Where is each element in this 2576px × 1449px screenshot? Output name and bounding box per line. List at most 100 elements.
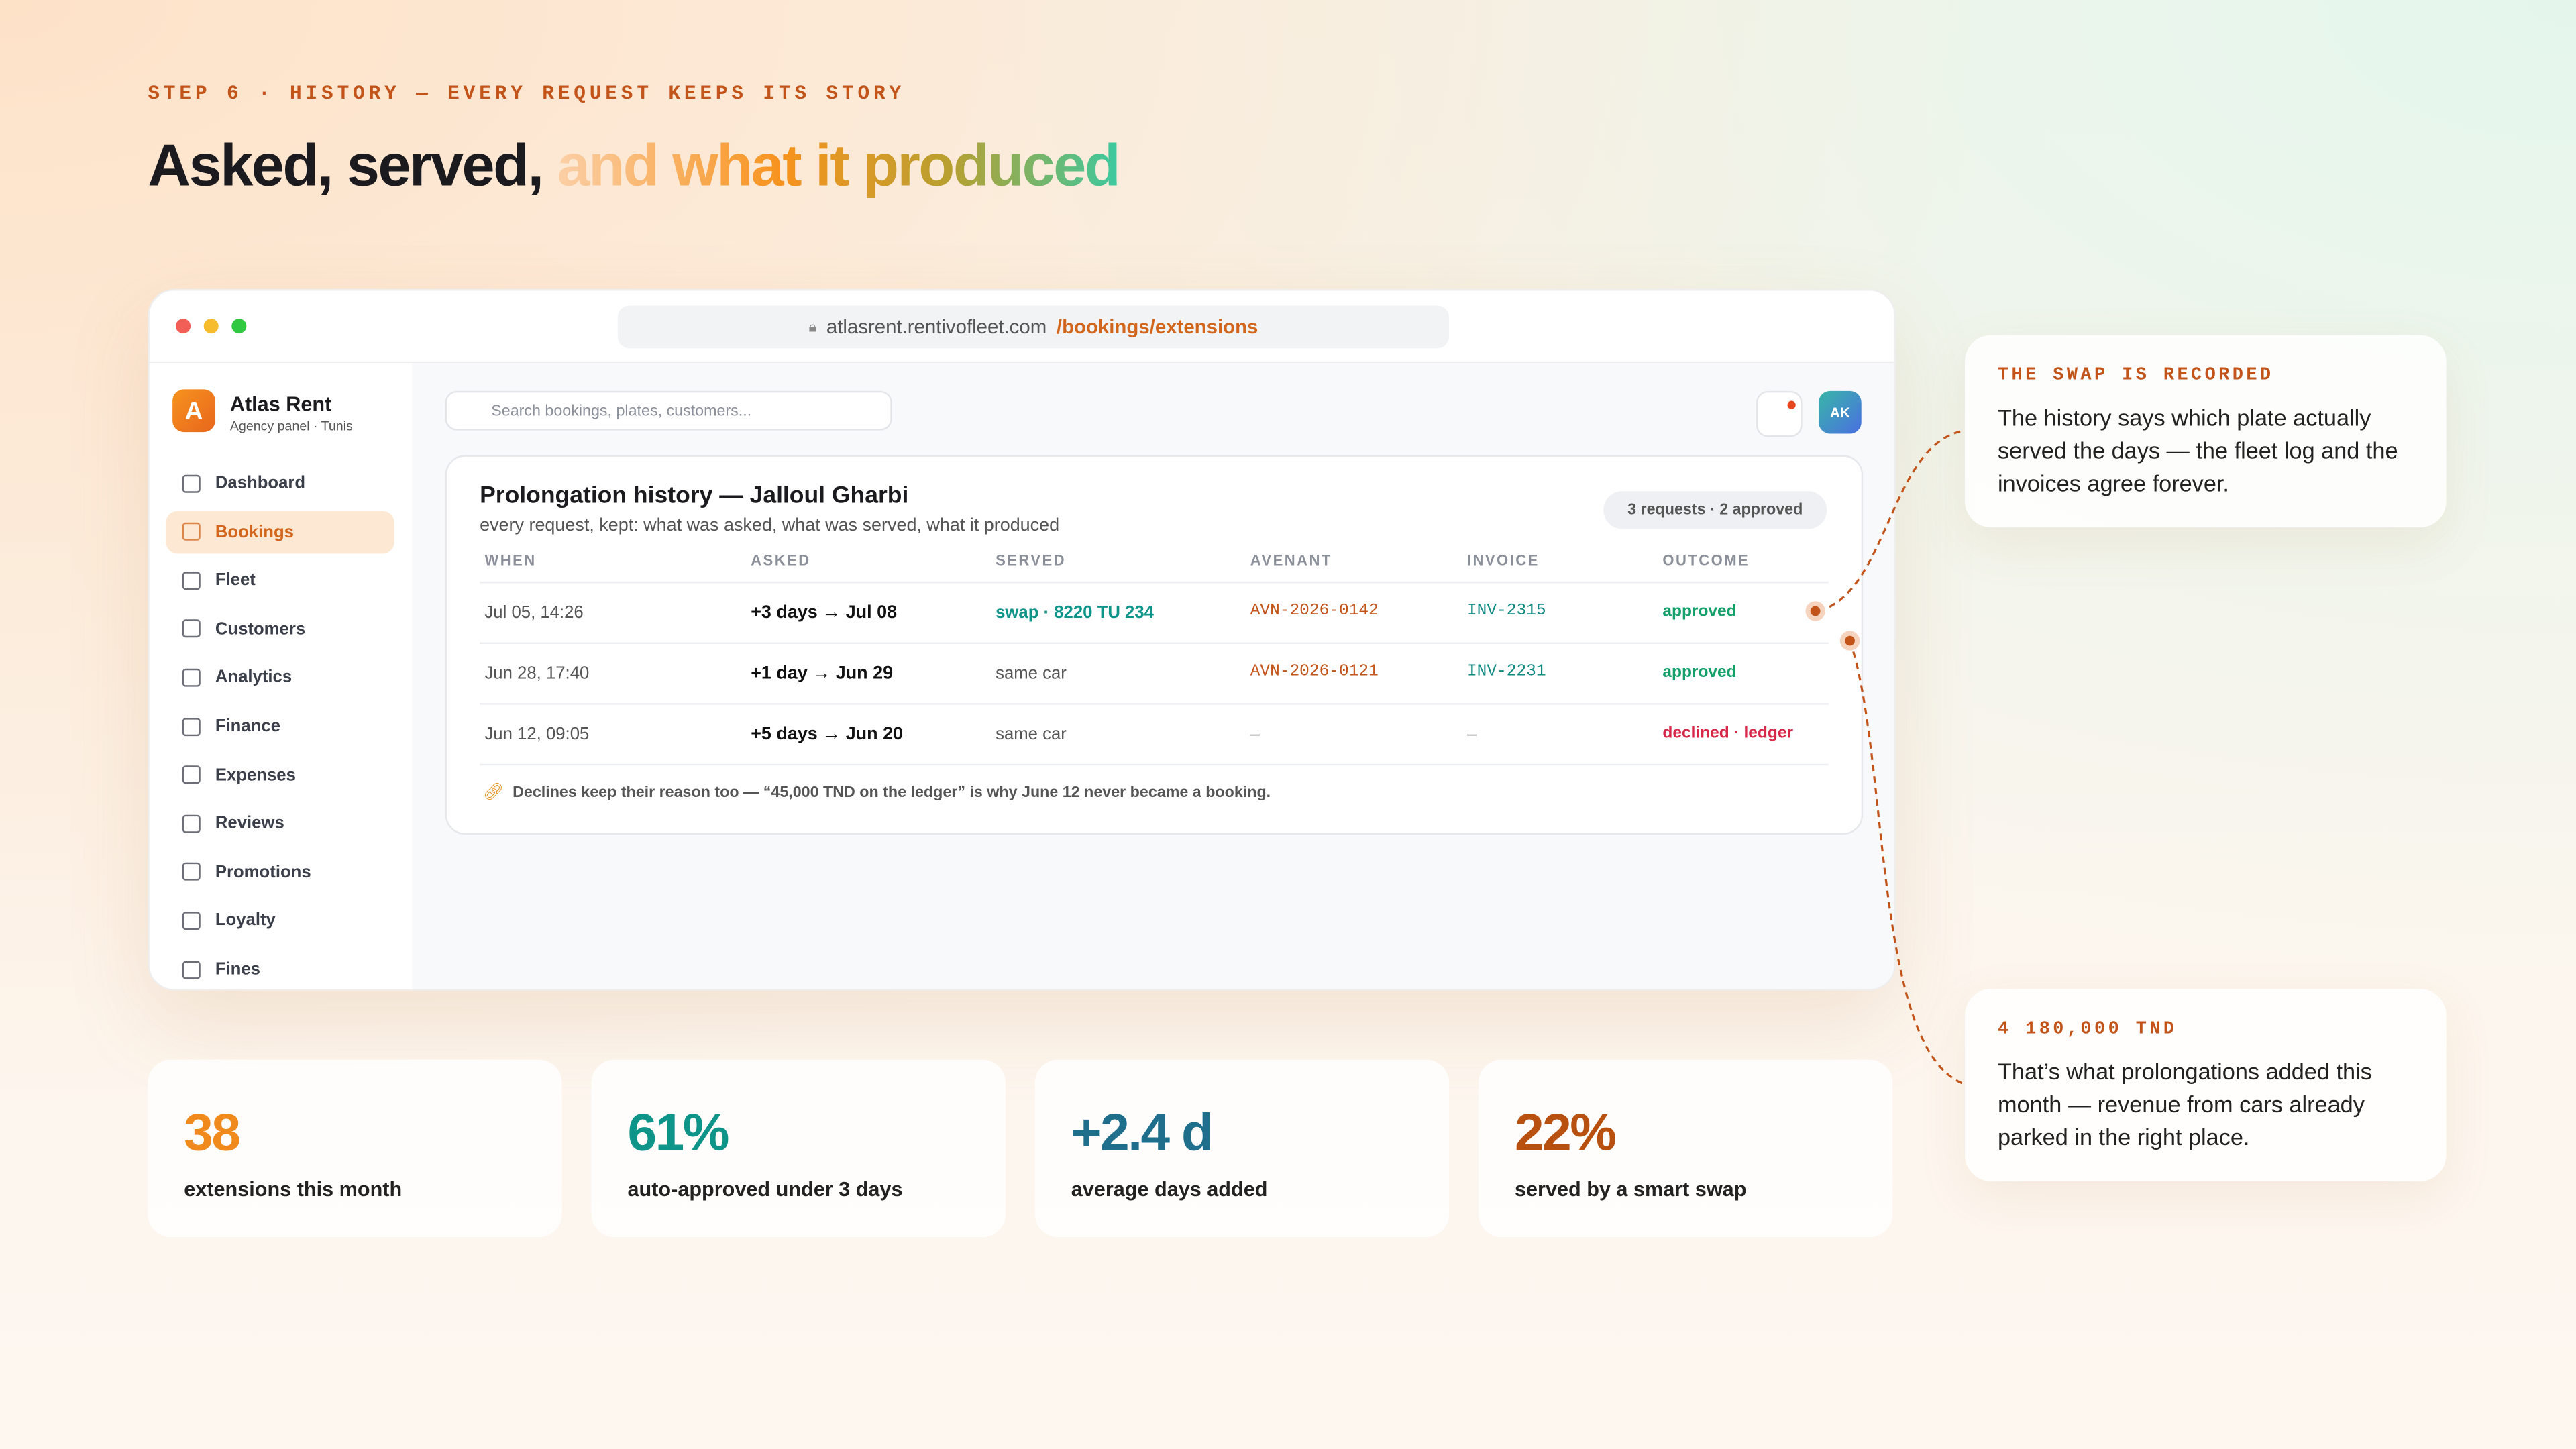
nav-item[interactable]: Expenses [166, 753, 394, 796]
nav-icon [182, 716, 201, 735]
column-header: INVOICE [1466, 551, 1540, 569]
bell-dot [1787, 400, 1796, 409]
headline: Asked, served, and what it produced [148, 131, 1121, 201]
stat-value: +2.4 d [1071, 1102, 1214, 1162]
callout: 4 180,000 TND That’s what prolongations a… [1965, 989, 2447, 1181]
panel-title: Prolongation history — Jalloul Gharbi [480, 483, 909, 510]
stat-value: 22% [1514, 1102, 1617, 1162]
row-divider [480, 703, 1829, 705]
stat-card: 61% auto-approved under 3 days [591, 1059, 1006, 1238]
stat-label: served by a smart swap [1514, 1177, 1747, 1201]
connector-2 [1849, 640, 1966, 1085]
nav-icon [182, 620, 201, 638]
url-host: atlasrent.rentivofleet.com [826, 315, 1047, 339]
stat-card: 38 extensions this month [148, 1059, 562, 1238]
table-cell: +1 day → Jun 29 [751, 663, 894, 684]
nav-label: Fleet [215, 570, 256, 590]
anchor-dot [1845, 635, 1855, 646]
minimize-dot[interactable] [203, 319, 219, 334]
close-dot[interactable] [176, 319, 191, 334]
nav-item[interactable]: Fines [166, 948, 394, 989]
table-cell: declined · ledger [1662, 724, 1794, 743]
nav-label: Finance [215, 716, 281, 737]
bell-button[interactable] [1756, 390, 1803, 437]
browser-window: 🔒︎ atlasrent.rentivofleet.com/bookings/ex… [148, 289, 1896, 991]
callout-tag: THE SWAP IS RECORDED [1997, 366, 2274, 386]
table-cell: approved [1662, 602, 1737, 621]
stat-label: extensions this month [184, 1177, 402, 1201]
main: Search bookings, plates, customers... AK… [412, 363, 1894, 989]
nav-icon [182, 765, 201, 784]
brand-sub: Agency panel · Tunis [229, 419, 353, 434]
row-divider [480, 642, 1829, 645]
callout: THE SWAP IS RECORDED The history says whi… [1965, 335, 2447, 528]
nav-label: Fines [215, 959, 261, 979]
table-cell: swap · 8220 TU 234 [996, 602, 1154, 623]
nav-item[interactable]: Bookings [166, 510, 394, 553]
nav-label: Reviews [215, 813, 284, 834]
table-cell: +3 days → Jul 08 [751, 602, 898, 623]
search-box[interactable]: Search bookings, plates, customers... [445, 390, 892, 431]
url-path: /bookings/extensions [1056, 315, 1258, 339]
table-cell: +5 days → Jun 20 [751, 724, 904, 745]
stat-label: auto-approved under 3 days [627, 1177, 903, 1201]
url-bar[interactable]: 🔒︎ atlasrent.rentivofleet.com/bookings/ex… [617, 305, 1450, 349]
history-panel: Prolongation history — Jalloul Gharbi ev… [445, 455, 1864, 835]
link-icon: 🔗︎ [483, 784, 504, 802]
table-cell: approved [1662, 663, 1737, 682]
nav-label: Analytics [215, 667, 292, 688]
row-divider [480, 581, 1829, 584]
stat-value: 61% [627, 1102, 730, 1162]
nav-icon [182, 668, 201, 687]
nav-item[interactable]: Customers [166, 608, 394, 651]
divider [149, 361, 1894, 364]
column-header: WHEN [484, 551, 537, 569]
nav-item[interactable]: Reviews [166, 802, 394, 845]
nav-label: Customers [215, 619, 306, 639]
callout-text: The history says which plate actually se… [1997, 404, 2398, 496]
callout-text: That’s what prolongations added this mon… [1997, 1058, 2372, 1150]
avatar[interactable]: AK [1819, 390, 1862, 434]
table-cell: AVN-2026-0142 [1250, 602, 1379, 621]
nav-item[interactable]: Loyalty [166, 900, 394, 943]
nav-icon [182, 863, 201, 881]
stat-card: +2.4 d average days added [1034, 1059, 1450, 1238]
nav-item[interactable]: Analytics [166, 656, 394, 699]
nav-icon [182, 571, 201, 590]
table-note: Declines keep their reason too — “45,000… [513, 784, 1271, 802]
column-header: ASKED [751, 551, 811, 569]
nav-label: Expenses [215, 765, 296, 785]
table-cell: same car [996, 724, 1067, 745]
nav-item[interactable]: Fleet [166, 559, 394, 602]
nav-icon [182, 960, 201, 979]
table-cell: Jul 05, 14:26 [484, 602, 584, 623]
logo: A [172, 389, 215, 433]
step-label: STEP 6 · HISTORY — EVERY REQUEST KEEPS I… [148, 82, 906, 105]
column-header: OUTCOME [1662, 551, 1750, 569]
table-cell: same car [996, 663, 1067, 684]
summary-badge: 3 requests · 2 approved [1603, 491, 1827, 529]
table-cell: – [1250, 724, 1260, 745]
nav-label: Bookings [215, 521, 294, 542]
nav-item[interactable]: Finance [166, 705, 394, 748]
nav-label: Loyalty [215, 910, 276, 931]
column-header: AVENANT [1250, 551, 1332, 569]
connector-1 [1818, 429, 1966, 612]
nav-icon [182, 523, 201, 541]
nav-item[interactable]: Dashboard [166, 462, 394, 504]
table-cell: INV-2231 [1466, 663, 1546, 682]
stat-value: 38 [184, 1102, 241, 1162]
headline-accent: and what it produced [557, 131, 1121, 199]
stat-card: 22% served by a smart swap [1479, 1059, 1893, 1238]
row-divider [480, 763, 1829, 766]
table-cell: Jun 12, 09:05 [484, 724, 590, 745]
lock-icon: 🔒︎ [808, 317, 817, 335]
table-cell: AVN-2026-0121 [1250, 663, 1379, 682]
table-cell: Jun 28, 17:40 [484, 663, 590, 684]
maximize-dot[interactable] [231, 319, 247, 334]
nav-item[interactable]: Promotions [166, 851, 394, 894]
panel-subtitle: every request, kept: what was asked, wha… [480, 515, 1060, 536]
nav-icon [182, 814, 201, 833]
